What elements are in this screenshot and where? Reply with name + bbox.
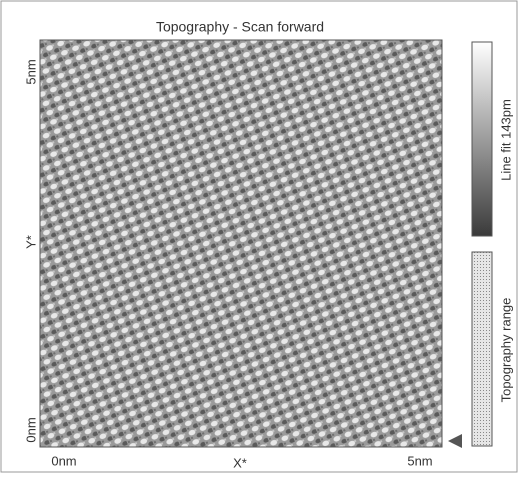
topography-image xyxy=(40,40,442,447)
window-title: Topography - Scan forward xyxy=(156,19,324,35)
range-bar-label: Topography range xyxy=(498,298,513,403)
x-axis-label: X* xyxy=(233,455,247,470)
y-bottom-label: 0nm xyxy=(23,417,38,442)
y-axis-label: Y* xyxy=(23,235,38,249)
scan-window: Topography - Scan forward 5nm Y* 0nm 0nm… xyxy=(0,0,518,473)
range-bar xyxy=(472,252,492,446)
colorbar xyxy=(472,42,492,236)
colorbar-label: Line fit 143pm xyxy=(498,99,513,181)
y-top-label: 5nm xyxy=(23,59,38,84)
x-left-label: 0nm xyxy=(51,453,76,468)
x-right-label: 5nm xyxy=(407,453,432,468)
